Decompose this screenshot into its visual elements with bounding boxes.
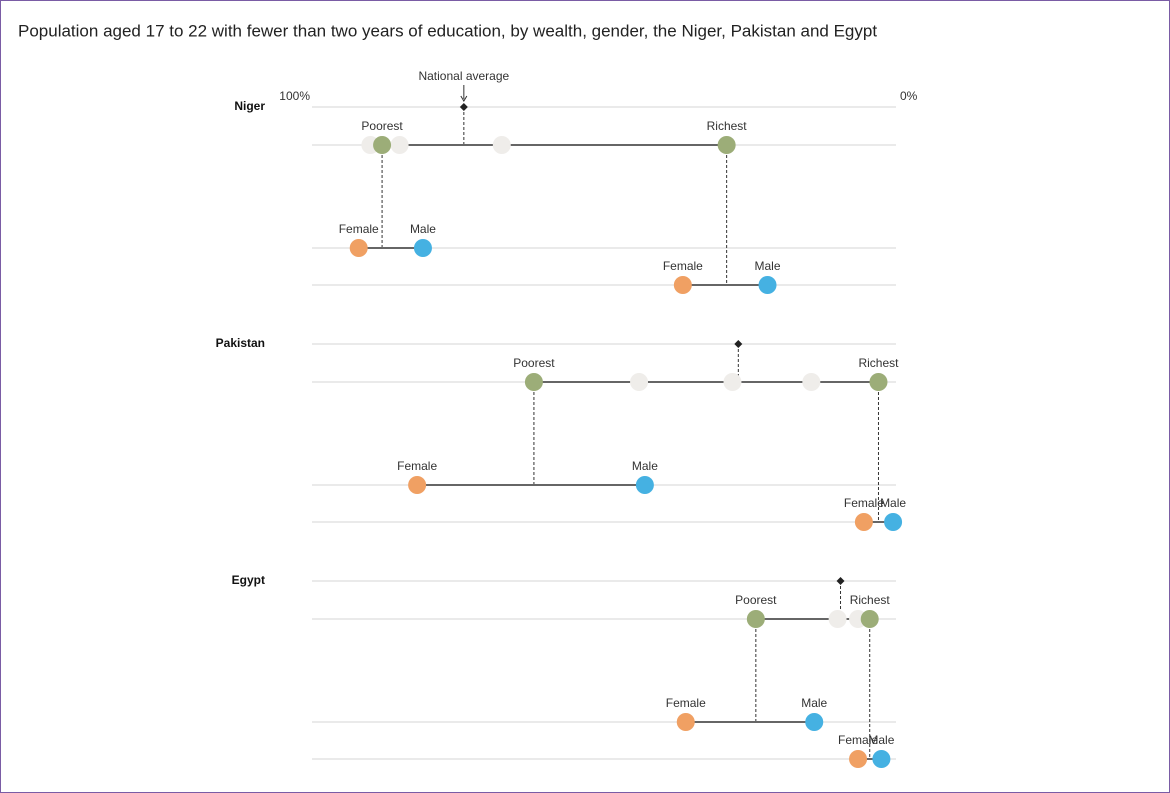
dot-label: Poorest [361, 119, 403, 133]
quintile-dot [802, 373, 821, 391]
dot-label: Female [838, 733, 878, 747]
dot-label: Male [868, 733, 894, 747]
wealth-dot [524, 373, 543, 391]
dot-label: Female [339, 222, 379, 236]
female-dot [349, 239, 368, 257]
dot-label: Male [801, 696, 827, 710]
dot-label: Poorest [513, 356, 555, 370]
dot-label: Female [844, 496, 884, 510]
dot-label: Richest [850, 593, 891, 607]
quintile-dot [492, 136, 511, 154]
female-dot [676, 713, 695, 731]
dot-label: Male [880, 496, 906, 510]
male-dot [872, 750, 891, 768]
x-tick-label: 100% [279, 89, 310, 103]
dot-label: Male [410, 222, 436, 236]
quintile-dot [630, 373, 649, 391]
male-dot [413, 239, 432, 257]
dot-label: Richest [707, 119, 748, 133]
country-label: Egypt [232, 573, 265, 587]
x-tick-label: 0% [900, 89, 918, 103]
male-dot [884, 513, 903, 531]
wealth-dot [869, 373, 888, 391]
wealth-dot [860, 610, 879, 628]
wealth-dot [746, 610, 765, 628]
male-dot [635, 476, 654, 494]
country-label: Niger [234, 99, 265, 113]
wealth-dot [717, 136, 736, 154]
average-marker [734, 340, 743, 348]
quintile-dot [390, 136, 409, 154]
dot-label: Female [397, 459, 437, 473]
dot-label: Male [632, 459, 658, 473]
female-dot [408, 476, 427, 494]
chart-title: Population aged 17 to 22 with fewer than… [18, 21, 877, 40]
female-dot [673, 276, 692, 294]
dot-label: Poorest [735, 593, 777, 607]
quintile-dot [723, 373, 742, 391]
quintile-dot [828, 610, 847, 628]
dot-label: Female [663, 259, 703, 273]
arrow-head [460, 95, 468, 102]
male-dot [758, 276, 777, 294]
dot-label: Richest [858, 356, 899, 370]
male-dot [805, 713, 824, 731]
average-marker [459, 103, 468, 111]
average-marker [836, 577, 845, 585]
female-dot [849, 750, 868, 768]
dot-label: Female [666, 696, 706, 710]
annotation: National average [418, 69, 509, 83]
country-label: Pakistan [216, 336, 265, 350]
wealth-dot [373, 136, 392, 154]
dot-label: Male [755, 259, 781, 273]
female-dot [854, 513, 873, 531]
